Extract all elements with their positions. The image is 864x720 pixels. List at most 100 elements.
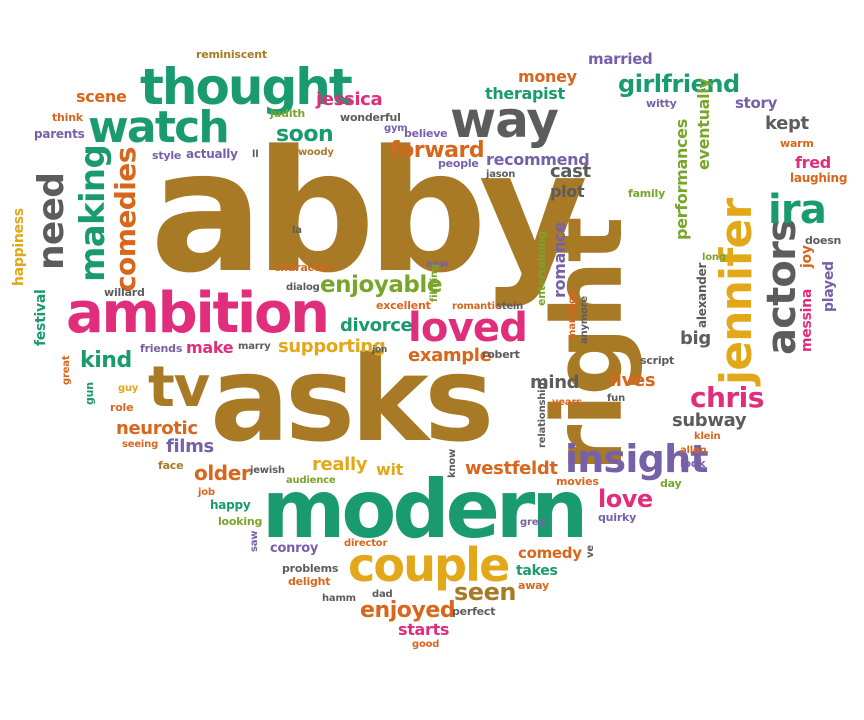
word-doesn: doesn: [805, 234, 842, 247]
word-story: story: [735, 94, 778, 112]
word-thought: thought: [140, 58, 353, 116]
word-family: family: [628, 187, 666, 200]
word-chris: chris: [690, 381, 764, 414]
word-therapist: therapist: [485, 84, 565, 103]
word-happy: happy: [210, 498, 251, 512]
word-anymore: anymore: [579, 296, 590, 344]
word-warm: warm: [780, 137, 814, 150]
word-plot: plot: [550, 182, 585, 201]
word-director: director: [344, 538, 388, 549]
word-need: need: [31, 172, 72, 270]
word-hamm: hamm: [322, 593, 356, 604]
word-messina: messina: [799, 288, 815, 352]
word-seen: seen: [454, 578, 517, 606]
word-make: make: [186, 338, 234, 357]
word-away: away: [518, 579, 549, 592]
word-look: look: [680, 457, 706, 470]
word-filming: filming: [429, 264, 440, 302]
word-eventually: eventually: [694, 78, 713, 170]
word-audience: audience: [286, 475, 336, 486]
word-comedies: comedies: [109, 147, 142, 292]
word-marry: marry: [238, 341, 271, 352]
word-people: people: [438, 157, 479, 170]
word-happiness: happiness: [11, 208, 27, 286]
word-role: role: [110, 401, 134, 414]
word-face: face: [158, 459, 184, 472]
word-westfeldt: westfeldt: [465, 458, 558, 479]
word-loved: loved: [408, 305, 528, 351]
word-watch: watch: [88, 102, 230, 153]
word-neurotic: neurotic: [116, 418, 198, 439]
word-problems: problems: [282, 562, 339, 575]
word-soon: soon: [276, 122, 334, 147]
word-perfect: perfect: [452, 605, 496, 618]
word-modern: modern: [262, 463, 588, 556]
word-romantic: romantic: [452, 301, 501, 312]
word-recommend: recommend: [486, 150, 590, 169]
word-festival: festival: [33, 289, 49, 346]
word-stein: stein: [496, 301, 524, 312]
word-wonderful: wonderful: [340, 111, 401, 124]
word-movies: movies: [556, 475, 599, 488]
word-witty: witty: [646, 97, 677, 110]
word-think: think: [52, 111, 83, 124]
word-guy: guy: [118, 383, 139, 394]
word-greg: greg: [520, 517, 546, 528]
word-older: older: [194, 461, 251, 485]
word-jason: jason: [486, 169, 516, 180]
word-dad: dad: [372, 589, 393, 600]
word-tv: tv: [148, 355, 210, 420]
word-klein: klein: [694, 431, 721, 442]
word-judith: judith: [270, 107, 306, 120]
word-played: played: [821, 261, 837, 312]
word-gym: gym: [384, 123, 408, 134]
word-ambition: ambition: [66, 281, 330, 346]
word-abby: abby: [150, 114, 588, 310]
word-actors: actors: [759, 218, 805, 355]
word-saw: saw: [249, 530, 260, 552]
word-years: years: [552, 397, 582, 408]
word-entertaining: entertaining: [535, 231, 548, 306]
word-friends: friends: [140, 342, 183, 355]
word-style: style: [152, 149, 182, 162]
word-films: films: [166, 436, 214, 457]
word-reminiscent: reminiscent: [196, 48, 267, 61]
word-scene: scene: [76, 87, 127, 106]
word-wit: wit: [376, 460, 403, 479]
word-excellent: excellent: [376, 299, 431, 312]
word-lives: lives: [610, 370, 656, 391]
word-kept: kept: [765, 113, 809, 134]
word-married: married: [588, 50, 653, 68]
word-believe: believe: [404, 127, 448, 140]
word-great: great: [61, 355, 72, 385]
word-ira: ira: [768, 187, 827, 233]
word-love: love: [598, 485, 653, 513]
word-really: really: [312, 454, 368, 475]
word-looking: looking: [218, 515, 263, 528]
word-kind: kind: [80, 348, 132, 373]
word-enjoyed: enjoyed: [360, 598, 456, 623]
word-allen: allen: [680, 445, 707, 456]
word-enjoyable: enjoyable: [320, 272, 442, 298]
word-supporting: supporting: [278, 336, 386, 357]
word-jennifer: jennifer: [711, 198, 762, 385]
word-gun: gun: [83, 382, 96, 405]
word-willard: willard: [104, 286, 145, 299]
word-romance: romance: [550, 222, 569, 298]
word-starts: starts: [398, 620, 450, 639]
word-girlfriend: girlfriend: [618, 70, 740, 98]
word-marriage: marriage: [567, 290, 578, 340]
word-laughing: laughing: [790, 171, 848, 185]
word-la: la: [292, 225, 302, 236]
word-takes: takes: [516, 563, 558, 579]
word-job: job: [198, 487, 215, 498]
word-big: big: [680, 328, 711, 349]
word-script: script: [640, 354, 675, 367]
word-cast: cast: [550, 161, 591, 182]
word-couple: couple: [348, 538, 510, 592]
word-ve: ve: [585, 545, 596, 558]
word-jewish: jewish: [250, 465, 285, 476]
word-mind: mind: [530, 372, 580, 393]
word-jessica: jessica: [316, 89, 383, 110]
